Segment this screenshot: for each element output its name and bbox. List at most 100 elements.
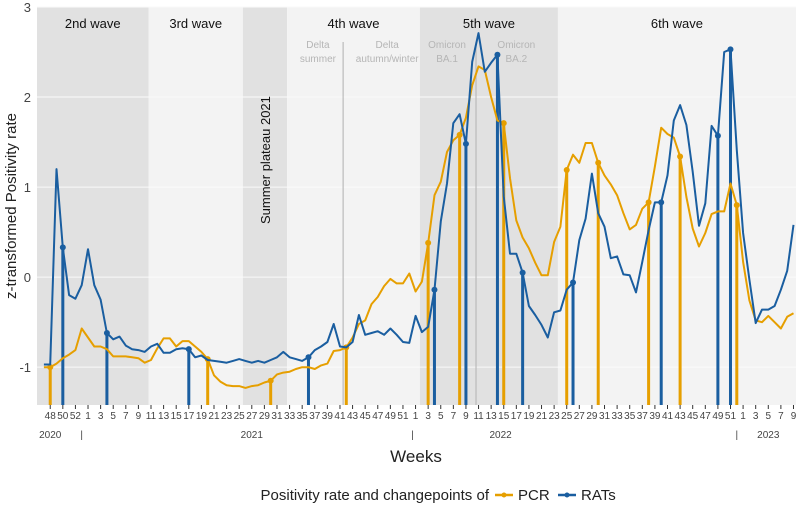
x-tick-label: 19	[523, 411, 535, 422]
x-tick-label: 37	[637, 411, 649, 422]
x-tick-label: 39	[322, 411, 334, 422]
x-tick-label: 15	[498, 411, 510, 422]
year-label: |	[735, 430, 738, 441]
x-axis-title: Weeks	[390, 447, 442, 466]
x-tick-label: 13	[486, 411, 498, 422]
y-tick-label: 0	[24, 270, 31, 285]
x-tick-label: 23	[221, 411, 233, 422]
subperiod-label: summer	[300, 54, 337, 65]
y-axis-title: z-transformed Positivity rate	[3, 113, 20, 299]
x-tick-label: 1	[85, 411, 91, 422]
legend: Positivity rate and changepoints of PCR …	[261, 487, 616, 504]
x-tick-label: 3	[425, 411, 431, 422]
region-labels: 2nd wave 3rd wave Summer plateau 2021 4th w…	[65, 16, 703, 224]
x-tick-label: 37	[309, 411, 321, 422]
x-tick-label: 27	[246, 411, 258, 422]
x-tick-label: 51	[397, 411, 409, 422]
x-tick-label: 27	[574, 411, 586, 422]
year-label: 2022	[489, 430, 512, 441]
x-tick-label: 1	[740, 411, 746, 422]
legend-pcr-label: PCR	[518, 487, 550, 504]
x-tick-label: 5	[438, 411, 444, 422]
x-tick-label: 47	[700, 411, 712, 422]
x-tick-label: 35	[624, 411, 636, 422]
x-tick-label: 41	[662, 411, 674, 422]
region-6th-wave	[557, 7, 796, 405]
y-tick-label: 3	[24, 0, 31, 15]
x-tick-label: 43	[675, 411, 687, 422]
changepoints	[47, 46, 740, 405]
wave-regions	[37, 7, 796, 405]
year-label: 2023	[757, 430, 780, 441]
region-summer-plateau-2021	[242, 7, 288, 405]
x-tick-label: 41	[334, 411, 346, 422]
x-tick-label: 31	[599, 411, 611, 422]
x-tick-label: 31	[271, 411, 283, 422]
x-tick-label: 3	[98, 411, 104, 422]
x-tick-label: 21	[536, 411, 548, 422]
y-tick-label: -1	[19, 360, 31, 375]
subperiod-label: BA.2	[505, 54, 527, 65]
x-tick-label: 51	[725, 411, 737, 422]
gridlines	[37, 6, 796, 405]
x-tick-label: 5	[110, 411, 116, 422]
x-tick-label: 23	[549, 411, 561, 422]
pcr-series-line	[43, 65, 794, 389]
rats-series-line	[43, 32, 795, 366]
subperiod-label: Omicron	[497, 40, 535, 51]
x-tick-label: 43	[347, 411, 359, 422]
region-label: 6th wave	[651, 16, 703, 31]
x-tick-label: 29	[259, 411, 271, 422]
series-lines	[43, 32, 795, 389]
x-tick-label: 7	[451, 411, 457, 422]
subperiod-label: Delta	[376, 40, 400, 51]
year-label: |	[411, 430, 414, 441]
x-tick-label: 13	[158, 411, 170, 422]
x-tick-label: 17	[183, 411, 195, 422]
x-tick-label: 7	[123, 411, 129, 422]
y-tick-label: 1	[24, 180, 31, 195]
x-tick-label: 5	[766, 411, 772, 422]
x-tick-label: 9	[463, 411, 469, 422]
y-tick-label: 2	[24, 90, 31, 105]
region-label: 2nd wave	[65, 16, 121, 31]
legend-title: Positivity rate and changepoints of	[261, 487, 490, 504]
x-tick-label: 19	[196, 411, 208, 422]
x-tick-label: 25	[234, 411, 246, 422]
legend-pcr-dot	[501, 492, 507, 498]
x-tick-label: 9	[791, 411, 797, 422]
x-tick-label: 9	[136, 411, 142, 422]
region-label: 3rd wave	[169, 16, 222, 31]
subperiod-label: BA.1	[436, 54, 458, 65]
x-tick-label: 49	[712, 411, 724, 422]
region-3rd-wave	[148, 7, 243, 405]
x-tick-label: 52	[70, 411, 82, 422]
x-tick-label: 15	[171, 411, 183, 422]
x-tick-label: 48	[45, 411, 57, 422]
x-tick-label: 33	[612, 411, 624, 422]
x-tick-label: 1	[413, 411, 419, 422]
x-tick-label: 49	[385, 411, 397, 422]
x-tick-label: 39	[649, 411, 661, 422]
x-tick-label: 50	[57, 411, 69, 422]
x-tick-label: 47	[372, 411, 384, 422]
legend-rats-dot	[564, 492, 570, 498]
x-tick-label: 11	[146, 411, 157, 422]
region-label: 4th wave	[327, 16, 379, 31]
x-tick-label: 17	[511, 411, 523, 422]
legend-rats-label: RATs	[581, 487, 616, 504]
region-label: Summer plateau 2021	[258, 96, 273, 224]
x-tick-label: 7	[778, 411, 784, 422]
x-tick-label: 35	[297, 411, 309, 422]
x-tick-label: 11	[473, 411, 484, 422]
year-label: 2021	[241, 430, 264, 441]
subperiod-label: Delta	[306, 40, 330, 51]
x-tick-label: 45	[687, 411, 699, 422]
x-tick-label: 33	[284, 411, 296, 422]
region-4th-wave	[287, 7, 420, 405]
x-tick-label: 29	[586, 411, 598, 422]
region-label: 5th wave	[463, 16, 515, 31]
subperiod-label: Omicron	[428, 40, 466, 51]
x-tick-label: 25	[561, 411, 573, 422]
